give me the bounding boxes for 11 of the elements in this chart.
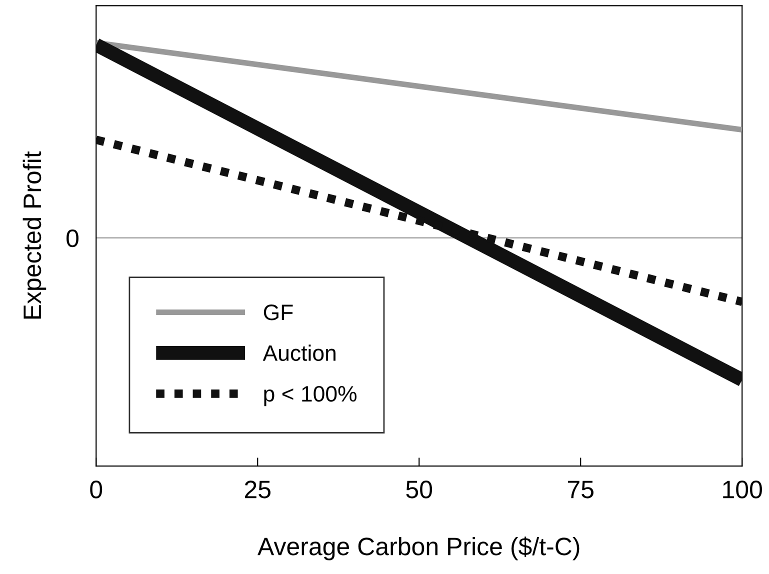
legend-label: Auction: [262, 344, 336, 361]
y-axis-title: Expected Profit: [22, 151, 46, 319]
ref-line-label: 0: [66, 229, 78, 248]
x-tick-label: 0: [90, 480, 102, 498]
x-tick-label: 100: [723, 480, 762, 498]
x-tick-label: 25: [244, 480, 270, 498]
legend-label: p < 100%: [264, 386, 357, 406]
x-tick-label: 75: [568, 480, 594, 498]
legend-label: GF: [264, 304, 293, 320]
x-tick-label: 50: [406, 480, 432, 498]
x-axis-title: Average Carbon Price ($/t-C): [258, 536, 580, 560]
